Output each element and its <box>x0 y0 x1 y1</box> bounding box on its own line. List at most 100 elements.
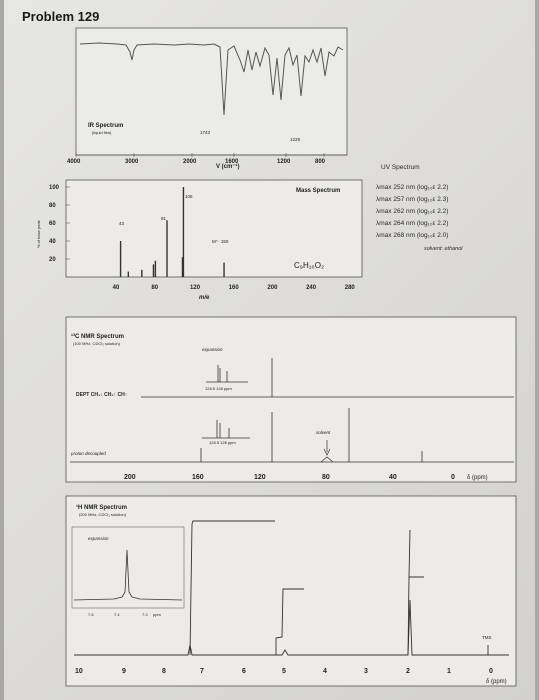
c13-x-label: δ (ppm) <box>467 475 488 481</box>
h1-expansion-trace <box>73 549 183 601</box>
worksheet-page: Problem 129 IR Spectrum (liquid film) 17… <box>4 0 535 700</box>
ms-xtick-80: 80 <box>151 285 158 291</box>
ms-xtick-120: 120 <box>190 285 201 291</box>
h1-x-axis: 10 9 8 7 6 5 4 3 2 1 0 <box>75 668 493 675</box>
ms-ytick-60: 60 <box>49 221 56 227</box>
ir-frame <box>75 27 348 156</box>
c13-dept-expansion <box>206 365 248 383</box>
h1-xtick-9: 9 <box>122 668 126 675</box>
ms-xtick-200: 200 <box>267 285 278 291</box>
ms-ytick-100: 100 <box>49 185 60 191</box>
c13-dept-trace <box>141 358 514 398</box>
ir-peak-1743: 1743 <box>200 130 211 135</box>
page-title: Problem 129 <box>22 9 100 24</box>
h1-xtick-10: 10 <box>75 668 83 675</box>
ms-xtick-240: 240 <box>306 285 317 291</box>
c13-solvent-arrow <box>323 440 331 456</box>
h1-exp-tick-ppm: ppm <box>153 612 161 617</box>
h1-expansion-box <box>71 526 185 609</box>
h1-title: ¹H NMR Spectrum <box>76 504 127 511</box>
ir-tick-800: 800 <box>315 159 326 165</box>
h1-x-label: δ (ppm) <box>486 679 507 685</box>
c13-proton-decoupled-label: proton decoupled <box>70 451 106 456</box>
ms-peaks <box>119 187 225 277</box>
c13-frame <box>65 316 517 483</box>
h1-xtick-6: 6 <box>242 668 246 675</box>
c13-subtitle: (100 MHz, CDCl₃ solution) <box>73 341 121 346</box>
h1-xtick-7: 7 <box>200 668 204 675</box>
c13-xtick-0: 0 <box>451 474 455 481</box>
ms-y-label: % of base peak <box>36 220 41 248</box>
ms-x-label: m/e <box>199 295 210 301</box>
uv-line-2: λmax 257 nm (log₁₀ε 2.3) <box>376 196 449 203</box>
h1-integral-ch3 <box>407 529 424 656</box>
ms-peak-label-91: 91 <box>161 216 167 221</box>
spectra-figure: IR Spectrum (liquid film) 1743 1229 4000… <box>36 27 517 687</box>
ms-xtick-160: 160 <box>229 285 240 291</box>
h1-integral-ch2 <box>275 588 304 655</box>
c13-xtick-120: 120 <box>254 474 266 481</box>
uv-line-3: λmax 262 nm (log₁₀ε 2.2) <box>376 208 449 215</box>
h1-expansion-label: expansion <box>88 536 109 541</box>
c13-xtick-80: 80 <box>322 474 330 481</box>
h1-xtick-4: 4 <box>323 668 327 675</box>
c13-decoupled-expansion <box>202 420 250 439</box>
h1-tms-label: TMS <box>482 635 492 640</box>
ms-peak-label-43: 43 <box>119 221 125 226</box>
ms-xtick-40: 40 <box>113 285 120 291</box>
h1-integral-aromatic <box>189 520 275 656</box>
c13-solvent-label: solvent <box>316 430 331 435</box>
c13-xtick-40: 40 <box>389 474 397 481</box>
ir-title: IR Spectrum <box>88 123 123 129</box>
c13-dept-label: DEPT CH₃↓ CH₂↑ CH↑ <box>76 392 127 398</box>
ms-title: Mass Spectrum <box>296 188 340 194</box>
ir-x-axis: 4000 3000 2000 1600 1200 800 <box>67 153 347 165</box>
c13-exp-ticks-bottom: 128.5 128 ppm <box>209 440 236 445</box>
c13-x-axis: 200 160 120 80 40 0 <box>124 474 455 481</box>
ir-subtitle: (liquid film) <box>92 130 112 135</box>
ms-ytick-40: 40 <box>49 239 56 245</box>
ir-tick-4000: 4000 <box>67 159 81 165</box>
h1-xtick-1: 1 <box>447 668 451 675</box>
ms-y-axis: 100 80 60 40 20 <box>49 185 70 263</box>
c13-decoupled-trace <box>70 408 514 463</box>
c13-exp-ticks-top: 128.5 128 ppm <box>205 386 232 391</box>
ir-spectrum: IR Spectrum (liquid film) 1743 1229 4000… <box>67 27 348 170</box>
h1-nmr-spectrum: ¹H NMR Spectrum (200 MHz, CDCl₃ solution… <box>65 495 517 687</box>
mass-spectrum: Mass Spectrum % of base peak 100 80 60 40 20… <box>36 179 363 301</box>
ms-x-axis: 40 80 120 160 200 240 280 <box>113 285 356 291</box>
ms-ytick-80: 80 <box>49 203 56 209</box>
h1-exp-tick-75: 7.5 <box>88 612 94 617</box>
ir-tick-3000: 3000 <box>125 159 139 165</box>
h1-xtick-0: 0 <box>489 668 493 675</box>
h1-trace <box>74 599 509 656</box>
ms-xtick-280: 280 <box>345 285 356 291</box>
c13-xtick-160: 160 <box>192 474 204 481</box>
uv-line-4: λmax 264 nm (log₁₀ε 2.2) <box>376 220 449 227</box>
ms-formula: C₉H₁₀O₂ <box>294 261 324 270</box>
ms-frame <box>65 179 363 278</box>
h1-exp-tick-74: 7.4 <box>114 612 120 617</box>
c13-solvent-peak <box>320 456 334 463</box>
ir-x-label: V (cm⁻¹) <box>216 163 240 170</box>
c13-title: ¹³C NMR Spectrum <box>71 333 124 340</box>
c13-expansion-label: expansion <box>202 347 223 352</box>
uv-solvent: solvent: ethanol <box>424 246 463 252</box>
ms-peak-label-m: M⁺· 150 <box>212 239 229 244</box>
ms-peak-label-108: 108 <box>185 194 193 199</box>
h1-xtick-2: 2 <box>406 668 410 675</box>
h1-xtick-3: 3 <box>364 668 368 675</box>
h1-xtick-5: 5 <box>282 668 286 675</box>
h1-xtick-8: 8 <box>162 668 166 675</box>
ir-trace <box>79 42 344 116</box>
h1-subtitle: (200 MHz, CDCl₃ solution) <box>79 512 127 517</box>
ir-tick-1600: 1600 <box>225 159 239 165</box>
uv-line-1: λmax 252 nm (log₁₀ε 2.2) <box>376 184 449 191</box>
ir-tick-1200: 1200 <box>277 159 291 165</box>
h1-frame <box>65 495 517 687</box>
ms-ytick-20: 20 <box>49 257 56 263</box>
uv-line-5: λmax 268 nm (log₁₀ε 2.0) <box>376 232 449 239</box>
h1-exp-tick-73: 7.3 <box>142 612 148 617</box>
c13-xtick-200: 200 <box>124 474 136 481</box>
uv-title: UV Spectrum <box>381 164 420 171</box>
